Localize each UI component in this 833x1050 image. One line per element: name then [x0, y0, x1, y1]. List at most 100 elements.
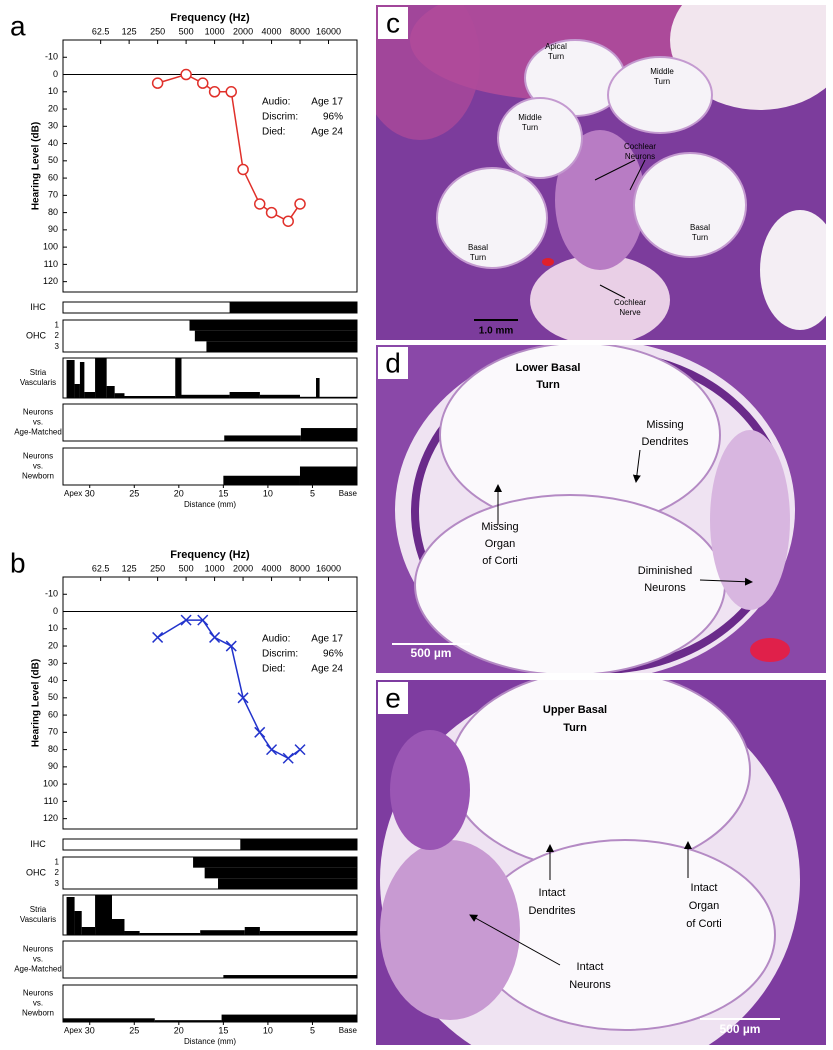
data-point [225, 640, 237, 652]
data-point [237, 163, 249, 176]
image-label: Missing [481, 521, 518, 533]
track-segment [63, 1018, 155, 1022]
track-label: Age-Matched [14, 965, 62, 974]
image-label: Turn [548, 52, 564, 61]
x-tick-label: 250 [150, 26, 165, 36]
x-tick-label: 125 [122, 563, 137, 573]
image-label: Neurons [625, 152, 655, 161]
y-tick-label: 10 [48, 623, 58, 633]
track-segment [66, 897, 75, 935]
x-axis-title: Frequency (Hz) [170, 549, 250, 561]
data-point [254, 726, 266, 738]
image-label: Organ [689, 900, 720, 912]
image-label: Organ [485, 538, 516, 550]
annotation-label: Audio: [262, 634, 290, 645]
image-label: Missing [646, 419, 683, 431]
track-segment [189, 320, 357, 331]
row-label: 2 [55, 331, 60, 340]
y-tick-label: 10 [48, 86, 58, 96]
image-label: Cochlear [614, 298, 646, 307]
distance-tick-label: 5 [310, 488, 315, 498]
image-label: Neurons [644, 582, 686, 594]
x-tick-label: 4000 [262, 563, 282, 573]
distance-start: Apex [64, 1026, 82, 1035]
annotation-value: Age 17 [311, 97, 343, 108]
track-label: IHC [30, 302, 46, 312]
image-label: Turn [536, 379, 560, 391]
y-tick-label: 40 [48, 138, 58, 148]
data-point [265, 206, 278, 219]
y-tick-label: 110 [44, 796, 58, 806]
scale-bar-label: 500 µm [411, 646, 452, 660]
x-tick-label: 125 [122, 26, 137, 36]
annotation-value: Age 24 [311, 664, 343, 675]
data-point [266, 744, 278, 756]
data-point [294, 744, 306, 756]
track-segment [139, 933, 201, 935]
x-tick-label: 500 [179, 26, 194, 36]
track-segment [206, 341, 357, 352]
row-label: 1 [55, 857, 60, 866]
track-label: Newborn [22, 472, 54, 481]
track-label: vs. [33, 955, 43, 964]
distance-tick-label: 15 [218, 488, 228, 498]
track-segment [154, 1020, 222, 1022]
y-tick-label: 40 [48, 675, 58, 685]
track-segment [95, 895, 112, 935]
x-tick-label: 250 [150, 563, 165, 573]
track-segment [79, 362, 85, 398]
y-tick-label: 100 [43, 778, 58, 788]
image-label: Middle [518, 113, 542, 122]
track-label: vs. [33, 999, 43, 1008]
image-label: of Corti [686, 918, 721, 930]
data-point [282, 215, 294, 227]
image-label: Middle [650, 67, 674, 76]
track-label: Stria [30, 368, 47, 377]
distance-end: Base [339, 489, 358, 498]
data-point [208, 86, 221, 98]
distance-tick-label: 20 [174, 488, 184, 498]
track-label: Neurons [23, 408, 53, 417]
track-segment [319, 396, 357, 398]
track-segment [316, 378, 320, 398]
panel-label-box [378, 7, 408, 39]
distance-tick-label: 15 [218, 1025, 228, 1035]
annotation-label: Died: [262, 127, 285, 138]
x-tick-label: 8000 [290, 26, 310, 36]
annotation-value: 96% [323, 112, 343, 123]
y-tick-label: 80 [48, 744, 58, 754]
plot-frame [62, 576, 358, 830]
track-label: vs. [33, 418, 43, 427]
y-tick-label: 90 [48, 224, 58, 234]
data-point [151, 77, 164, 89]
track-label: OHC [26, 330, 47, 340]
x-tick-label: 2000 [233, 26, 253, 36]
row-label: 3 [55, 879, 60, 888]
track-label: OHC [26, 867, 47, 877]
x-tick-label: 16000 [316, 26, 341, 36]
y-tick-label: 20 [48, 640, 58, 650]
x-tick-label: 4000 [262, 26, 282, 36]
x-tick-label: 8000 [290, 563, 310, 573]
image-label: Turn [692, 233, 708, 242]
panel-label-box [378, 682, 408, 714]
track-label: Neurons [23, 452, 53, 461]
image-label: Basal [468, 243, 488, 252]
data-point [209, 631, 221, 643]
y-tick-label: 30 [48, 121, 58, 131]
distance-tick-label: 30 [85, 1025, 95, 1035]
y-tick-label: 0 [53, 69, 58, 79]
histology-c [376, 5, 826, 340]
track-label: vs. [33, 462, 43, 471]
track-segment [124, 931, 140, 935]
track-label: Stria [30, 905, 47, 914]
track-segment [193, 857, 357, 868]
image-label: Lower Basal [516, 362, 581, 374]
data-line [157, 619, 301, 760]
distance-start: Apex [64, 489, 82, 498]
y-tick-label: 50 [48, 155, 58, 165]
panel-label: c [386, 7, 400, 38]
data-point [197, 614, 209, 626]
